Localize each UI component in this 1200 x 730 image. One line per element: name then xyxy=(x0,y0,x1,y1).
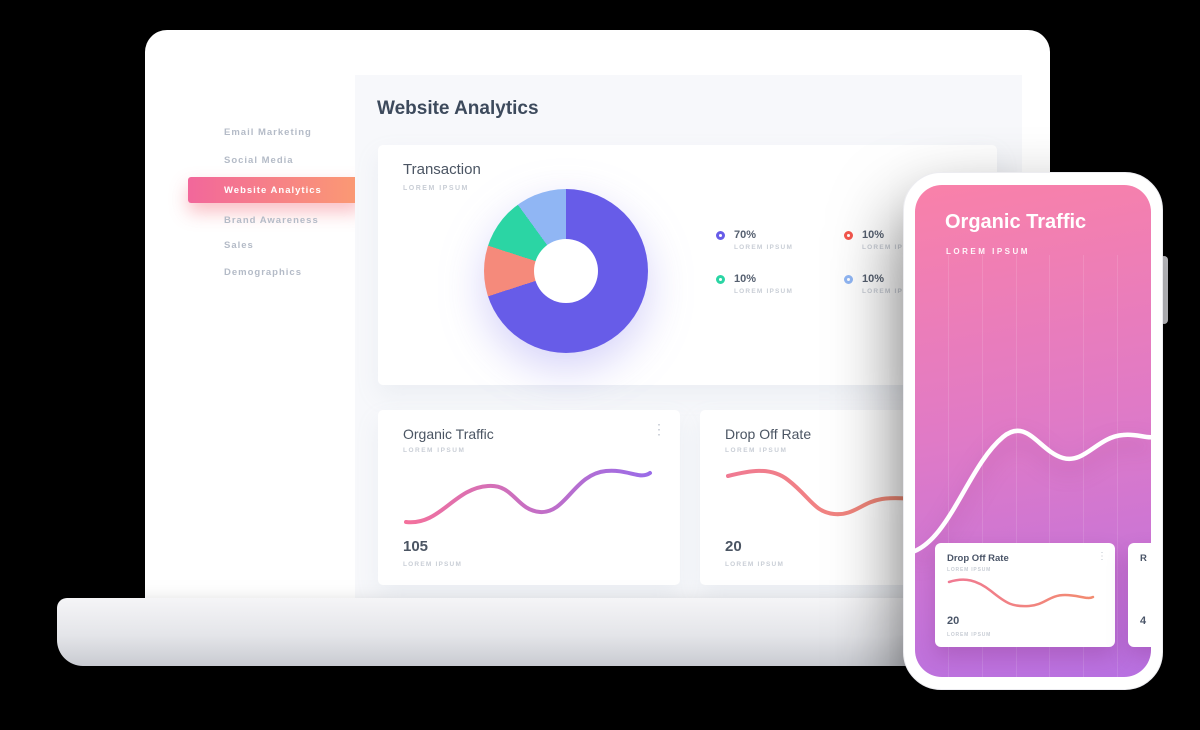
legend-value: 10% xyxy=(862,273,885,285)
legend-label: LOREM IPSUM xyxy=(734,244,794,251)
organic-line-chart xyxy=(404,468,652,525)
transaction-card-subtitle: LOREM IPSUM xyxy=(403,185,469,192)
legend-value: 10% xyxy=(734,273,757,285)
legend-ring-teal-icon xyxy=(716,275,725,284)
gridline xyxy=(1049,255,1051,677)
legend-item-purple[interactable]: 70% LOREM IPSUM xyxy=(716,229,844,251)
gridline xyxy=(981,255,983,677)
phone-dropoff-value-label: LOREM IPSUM xyxy=(947,632,992,638)
legend-item-teal[interactable]: 10% LOREM IPSUM xyxy=(716,273,844,295)
legend-label: LOREM IPSUM xyxy=(862,288,922,295)
legend-ring-red-icon xyxy=(844,231,853,240)
legend-value: 70% xyxy=(734,229,757,241)
transaction-donut-chart xyxy=(484,189,648,353)
phone-side-button xyxy=(1160,256,1168,324)
phone-screen: Organic Traffic LOREM IPSUM Drop Off Rat… xyxy=(915,185,1151,677)
legend-item-blue[interactable]: 10% LOREM IPSUM xyxy=(844,273,972,295)
phone-frame: Organic Traffic LOREM IPSUM Drop Off Rat… xyxy=(903,172,1163,690)
gridline xyxy=(1117,255,1119,677)
legend-ring-purple-icon xyxy=(716,231,725,240)
organic-traffic-card: Organic Traffic LOREM IPSUM ⋮ 105 LOREM … xyxy=(378,410,680,585)
legend-label: LOREM IPSUM xyxy=(862,244,922,251)
organic-card-subtitle: LOREM IPSUM xyxy=(403,447,466,454)
legend-value: 10% xyxy=(862,229,885,241)
dropoff-line-chart xyxy=(726,468,926,517)
organic-card-title: Organic Traffic xyxy=(403,426,494,442)
legend-label: LOREM IPSUM xyxy=(734,288,794,295)
kebab-menu-icon[interactable]: ⋮ xyxy=(652,421,666,437)
sidebar-item-social-media[interactable]: Social Media xyxy=(224,155,294,166)
phone-organic-line-chart xyxy=(915,428,1151,554)
organic-card-value: 105 xyxy=(403,538,429,555)
kebab-menu-icon[interactable]: ⋮ xyxy=(1097,551,1107,562)
transaction-card-title: Transaction xyxy=(403,161,481,178)
phone-dropoff-card: Drop Off Rate LOREM IPSUM ⋮ 20 LOREM IPS… xyxy=(935,543,1115,647)
phone-dropoff-title: Drop Off Rate xyxy=(947,553,1009,564)
phone-dropoff-line-path xyxy=(947,578,1095,608)
legend-ring-blue-icon xyxy=(844,275,853,284)
phone-partial-card: R 4 xyxy=(1128,543,1151,647)
gridline xyxy=(947,255,949,677)
dropoff-card-subtitle: LOREM IPSUM xyxy=(725,447,788,454)
phone-organic-line-path xyxy=(915,428,1151,554)
transaction-card: Transaction LOREM IPSUM 70% LOREM IPSUM … xyxy=(378,145,997,385)
phone-chart-gridlines xyxy=(915,255,1151,677)
phone-partial-value: 4 xyxy=(1140,615,1147,627)
sidebar-item-website-analytics[interactable]: Website Analytics xyxy=(188,177,362,203)
phone-title: Organic Traffic xyxy=(945,211,1087,233)
phone-dropoff-value: 20 xyxy=(947,615,960,627)
transaction-legend: 70% LOREM IPSUM 10% LOREM IPSUM 10% LORE… xyxy=(716,229,972,295)
gridline xyxy=(1015,255,1017,677)
legend-item-red[interactable]: 10% LOREM IPSUM xyxy=(844,229,972,251)
sidebar-item-brand-awareness[interactable]: Brand Awareness xyxy=(224,215,319,226)
organic-line-path xyxy=(404,468,652,525)
sidebar-item-sales[interactable]: Sales xyxy=(224,240,254,251)
dropoff-card-title: Drop Off Rate xyxy=(725,426,812,442)
dropoff-card-value: 20 xyxy=(725,538,742,555)
page-title: Website Analytics xyxy=(377,98,539,119)
phone-partial-title: R xyxy=(1140,553,1147,564)
sidebar-item-demographics[interactable]: Demographics xyxy=(224,267,302,278)
gridline xyxy=(1083,255,1085,677)
phone-dropoff-line-chart xyxy=(947,578,1095,608)
sidebar-item-email-marketing[interactable]: Email Marketing xyxy=(224,127,312,138)
phone-dropoff-subtitle: LOREM IPSUM xyxy=(947,567,992,573)
dropoff-card-value-label: LOREM IPSUM xyxy=(725,561,785,568)
phone-subtitle: LOREM IPSUM xyxy=(946,247,1030,256)
dropoff-line-path xyxy=(726,468,926,517)
organic-card-value-label: LOREM IPSUM xyxy=(403,561,463,568)
